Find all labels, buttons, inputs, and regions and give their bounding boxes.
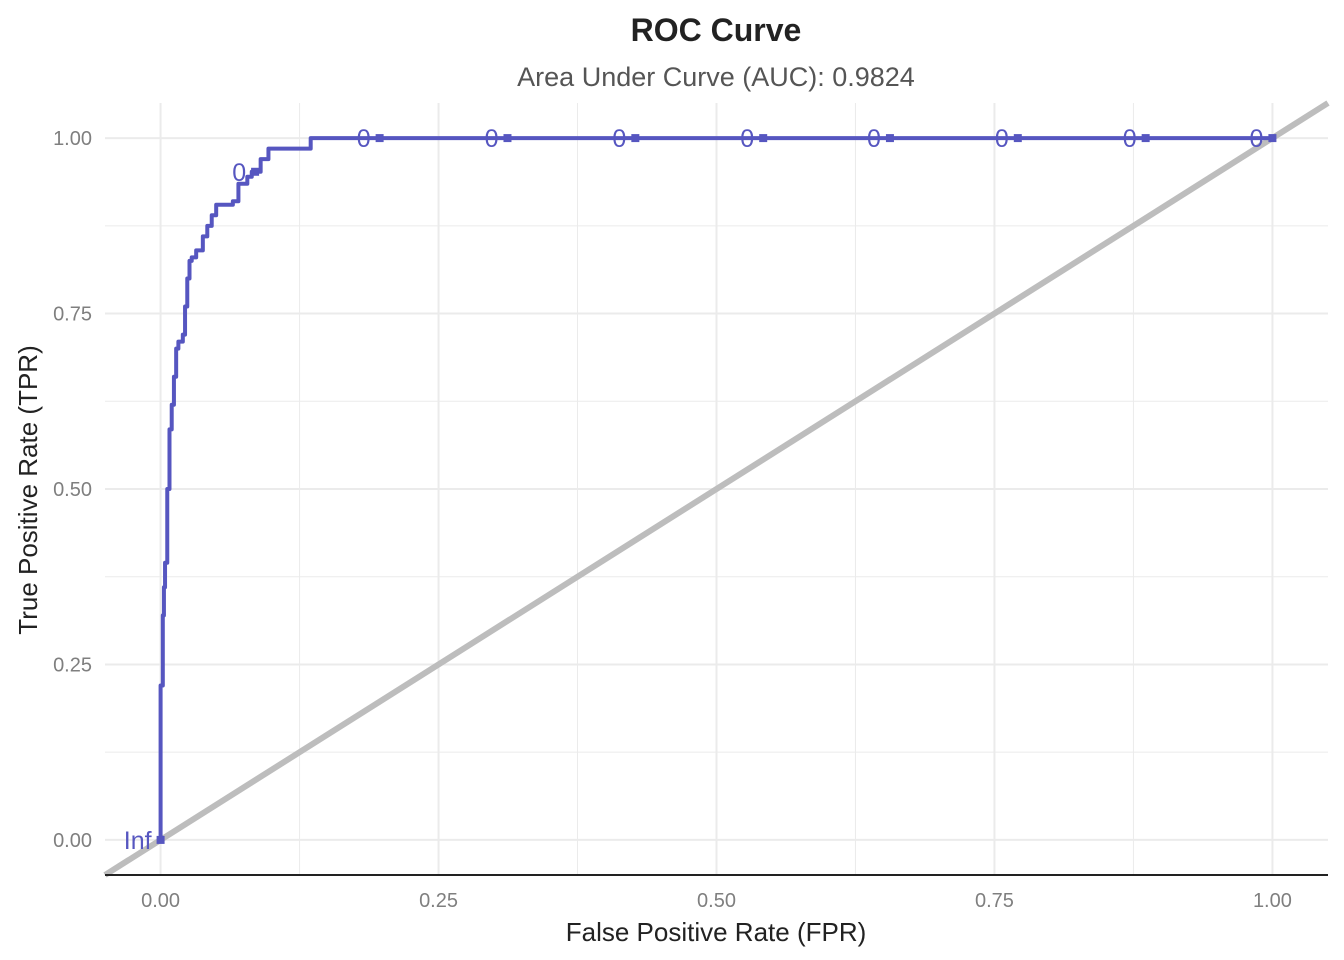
- reference-layer: [103, 100, 1330, 878]
- y-axis-title: True Positive Rate (TPR): [13, 345, 43, 634]
- x-tick-label: 1.00: [1253, 890, 1292, 912]
- threshold-point: [156, 835, 165, 844]
- x-tick-label: 0.25: [419, 890, 458, 912]
- threshold-point: [375, 134, 384, 143]
- roc-curve-line: [158, 136, 1273, 840]
- threshold-label: 0: [740, 125, 754, 153]
- threshold-label: 0: [357, 125, 371, 153]
- roc-layer: [158, 136, 1273, 840]
- threshold-point: [885, 134, 894, 143]
- threshold-label: 0: [612, 125, 626, 153]
- threshold-label: 0: [995, 125, 1009, 153]
- threshold-point: [1013, 134, 1022, 143]
- threshold-label: 0: [1250, 125, 1264, 153]
- x-tick-label: 0.75: [975, 890, 1014, 912]
- threshold-label: 0: [1123, 125, 1137, 153]
- threshold-point: [503, 134, 512, 143]
- threshold-label: 0: [232, 159, 246, 187]
- chart-subtitle: Area Under Curve (AUC): 0.9824: [517, 62, 915, 92]
- threshold-point: [1268, 134, 1277, 143]
- threshold-point: [251, 167, 260, 176]
- y-tick-label: 0.00: [53, 830, 92, 852]
- reference-diagonal-line: [103, 100, 1330, 878]
- threshold-point: [759, 134, 768, 143]
- threshold-point: [1141, 134, 1150, 143]
- x-axis-title: False Positive Rate (FPR): [566, 917, 867, 947]
- axes: 0.00 0.25 0.50 0.75 1.00 0.00 0.25 0.50 0.75 1.00: [53, 128, 1328, 912]
- threshold-label: 0: [485, 125, 499, 153]
- threshold-points: Inf 0 0 0 0 0 0 0 0 0: [124, 125, 1277, 855]
- y-tick-label: 0.75: [53, 304, 92, 326]
- threshold-point: [631, 134, 640, 143]
- y-tick-label: 0.25: [53, 654, 92, 676]
- y-tick-label: 1.00: [53, 128, 92, 150]
- threshold-label: Inf: [124, 827, 152, 855]
- x-tick-label: 0.00: [141, 890, 180, 912]
- x-tick-label: 0.50: [697, 890, 736, 912]
- chart-title: ROC Curve: [631, 12, 802, 48]
- y-tick-label: 0.50: [53, 479, 92, 501]
- threshold-label: 0: [867, 125, 881, 153]
